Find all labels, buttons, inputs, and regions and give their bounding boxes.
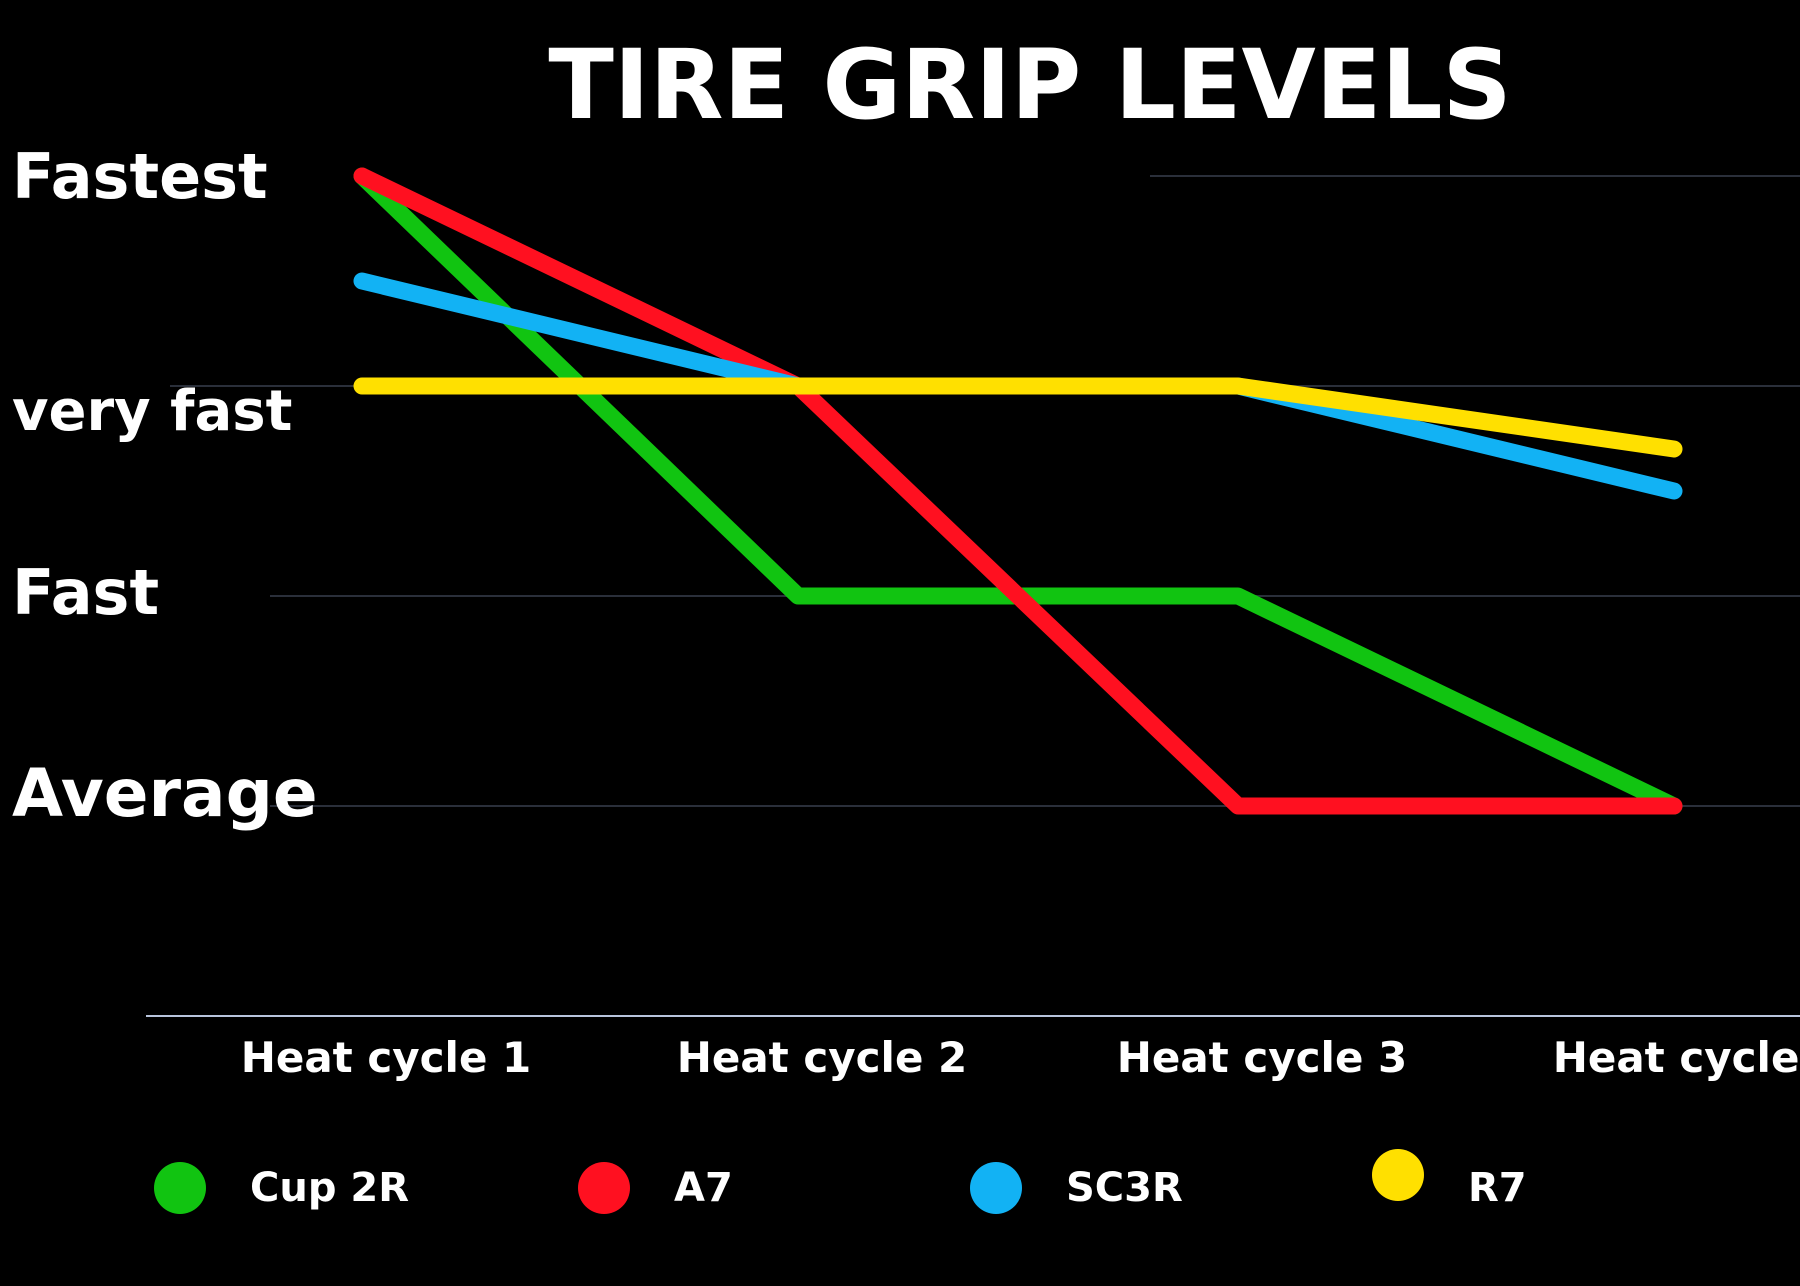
legend-label: Cup 2R	[250, 1165, 409, 1211]
y-tick-labels: Average Fast very fast Fastest	[12, 140, 318, 832]
legend-marker	[970, 1162, 1022, 1214]
legend: Cup 2R A7 SC3R R7	[154, 1149, 1527, 1214]
x-tick-labels: Heat cycle 1 Heat cycle 2 Heat cycle 3 Heat…	[241, 1033, 1800, 1082]
legend-label: R7	[1468, 1165, 1527, 1211]
legend-marker	[1372, 1149, 1424, 1201]
chart-title: TIRE GRIP LEVELS	[548, 29, 1511, 141]
x-tick-label: Heat cycle 1	[241, 1033, 532, 1082]
y-tick-label: Fastest	[12, 140, 268, 213]
legend-label: SC3R	[1066, 1165, 1183, 1211]
x-tick-label: Heat cycle 4	[1553, 1033, 1800, 1082]
y-tick-label: Average	[12, 755, 318, 832]
x-tick-label: Heat cycle 3	[1117, 1033, 1408, 1082]
y-tick-label: very fast	[12, 379, 292, 444]
legend-label: A7	[674, 1165, 733, 1211]
series-lines	[353, 167, 1683, 815]
legend-marker	[154, 1162, 206, 1214]
series-line-a7	[353, 167, 1683, 815]
legend-marker	[578, 1162, 630, 1214]
series-line-r7	[353, 377, 1683, 458]
y-tick-label: Fast	[12, 556, 159, 629]
x-tick-label: Heat cycle 2	[677, 1033, 968, 1082]
